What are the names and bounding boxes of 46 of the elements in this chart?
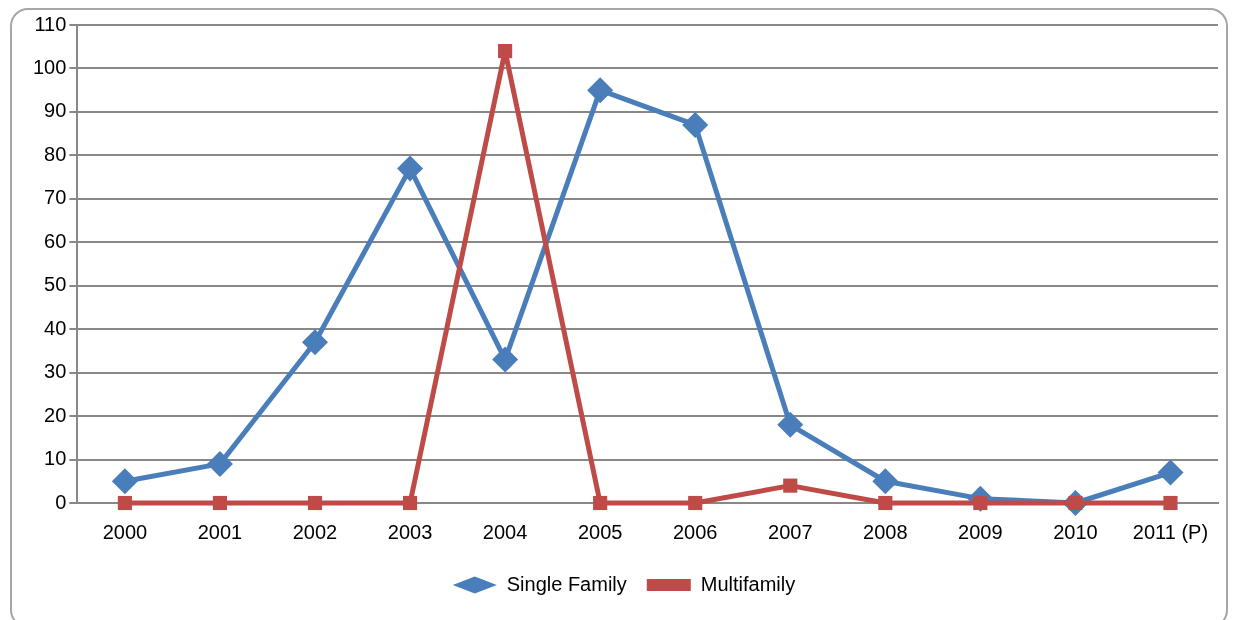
x-tick-label: 2007 — [768, 520, 813, 543]
y-tick-label: 70 — [44, 186, 67, 209]
y-tick-label: 80 — [44, 142, 67, 165]
point — [117, 495, 132, 511]
point — [872, 468, 899, 495]
point — [878, 495, 893, 511]
y-tick-label: 110 — [34, 12, 67, 35]
x-tick-label: 2002 — [292, 520, 338, 543]
x-tick-label: 2000 — [102, 520, 148, 543]
point — [593, 495, 608, 511]
x-tick-label: 2009 — [958, 520, 1003, 543]
y-tick-label: 100 — [32, 55, 67, 78]
y-tick-label: 0 — [55, 490, 67, 513]
x-tick-label: 2005 — [577, 520, 623, 543]
x-tick-label: 2011 (P) — [1132, 520, 1209, 543]
y-tick-label: 90 — [44, 99, 67, 122]
point — [307, 495, 323, 511]
y-tick-label: 10 — [44, 447, 67, 470]
point — [212, 495, 228, 511]
x-tick-label: 2004 — [482, 520, 528, 543]
x-tick-label: 2008 — [863, 520, 908, 543]
legend-label: Single Family — [506, 572, 627, 595]
point — [206, 450, 233, 477]
y-tick-label: 50 — [44, 273, 67, 296]
point — [783, 478, 798, 493]
point — [1163, 495, 1178, 511]
point — [688, 495, 703, 511]
point — [302, 329, 328, 356]
y-tick-label: 20 — [44, 403, 67, 426]
legend-label: Multifamily — [700, 572, 796, 595]
point — [1157, 459, 1184, 486]
point — [402, 495, 418, 511]
point — [498, 44, 513, 59]
x-tick-label: 2001 — [197, 520, 243, 543]
point — [777, 411, 804, 438]
point — [397, 155, 424, 182]
point — [587, 77, 614, 104]
y-tick-label: 30 — [44, 360, 67, 383]
y-tick-label: 40 — [44, 316, 67, 339]
point — [682, 111, 709, 138]
x-tick-label: 2003 — [387, 520, 433, 543]
point — [111, 468, 138, 495]
y-tick-label: 60 — [44, 229, 67, 252]
point — [492, 346, 519, 373]
x-tick-label: 2010 — [1053, 520, 1098, 543]
x-tick-label: 2006 — [672, 520, 718, 543]
